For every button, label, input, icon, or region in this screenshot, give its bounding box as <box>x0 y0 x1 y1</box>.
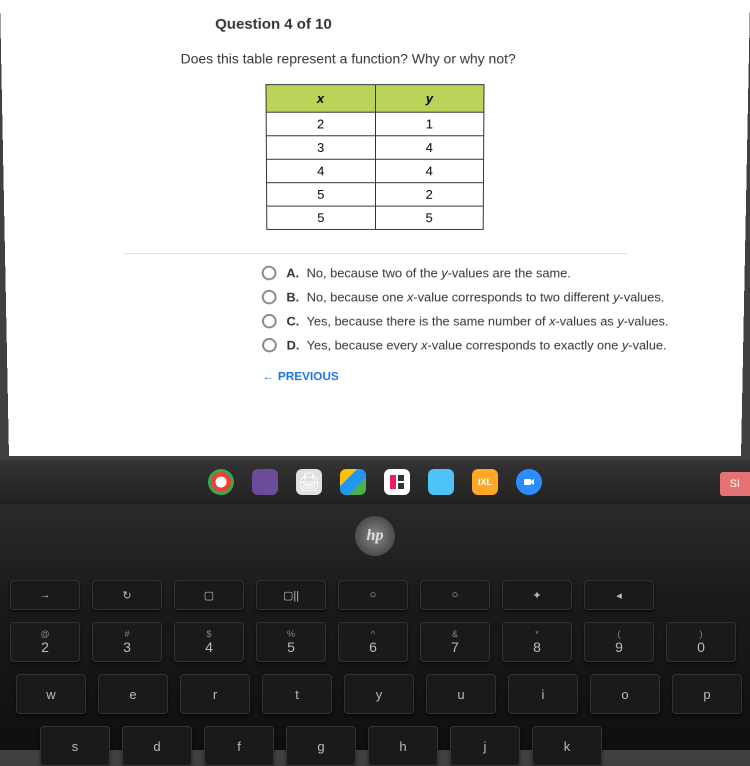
previous-label: PREVIOUS <box>278 370 339 383</box>
key: ▢ <box>174 580 244 610</box>
option-letter: B. <box>286 290 299 304</box>
cell-y: 4 <box>375 136 484 159</box>
sign-button[interactable]: SI <box>720 472 750 496</box>
key: ○ <box>420 580 490 610</box>
printer-icon[interactable]: 🖨 <box>296 469 322 495</box>
key: w <box>16 674 86 714</box>
key: ◂ <box>584 580 654 610</box>
question-counter: Question 4 of 10 <box>215 16 690 33</box>
table-header-x: x <box>266 85 375 113</box>
key: g <box>286 726 356 766</box>
chrome-icon[interactable] <box>208 469 234 495</box>
cell-x: 5 <box>267 183 375 206</box>
key: ^6 <box>338 622 408 662</box>
key: ▢|| <box>256 580 326 610</box>
table-row: 52 <box>267 183 484 206</box>
key: o <box>590 674 660 714</box>
option-letter: A. <box>286 266 299 280</box>
question-text: Does this table represent a function? Wh… <box>181 51 690 67</box>
key: i <box>508 674 578 714</box>
option-letter: C. <box>286 314 299 328</box>
table-header-y: y <box>375 85 484 113</box>
key: t <box>262 674 332 714</box>
key: $4 <box>174 622 244 662</box>
taskbar: 🖨 IXL <box>0 460 750 504</box>
key: h <box>368 726 438 766</box>
drive-icon[interactable] <box>340 469 366 495</box>
cell-x: 5 <box>267 206 375 229</box>
option-d[interactable]: D. Yes, because every x-value correspond… <box>262 338 684 352</box>
key: %5 <box>256 622 326 662</box>
option-b[interactable]: B. No, because one x-value corresponds t… <box>262 290 685 304</box>
key: p <box>672 674 742 714</box>
table-row: 21 <box>266 112 484 136</box>
board-icon[interactable] <box>384 469 410 495</box>
key: *8 <box>502 622 572 662</box>
keyboard: →↻▢▢||○○✦◂ @2#3$4%5^6&7*8(9)0 wertyuiop … <box>0 580 750 750</box>
key: s <box>40 726 110 766</box>
key: #3 <box>92 622 162 662</box>
radio-icon[interactable] <box>262 314 277 328</box>
key: d <box>122 726 192 766</box>
cell-x: 2 <box>266 112 375 136</box>
key: → <box>10 580 80 610</box>
table-row: 34 <box>266 136 483 159</box>
key: (9 <box>584 622 654 662</box>
option-letter: D. <box>287 338 300 352</box>
key: u <box>426 674 496 714</box>
cell-y: 2 <box>375 183 483 206</box>
key: j <box>450 726 520 766</box>
key: f <box>204 726 274 766</box>
previous-button[interactable]: ← PREVIOUS <box>262 370 339 383</box>
radio-icon[interactable] <box>262 338 277 352</box>
table-row: 44 <box>266 159 483 182</box>
radio-icon[interactable] <box>262 290 277 304</box>
app-icon[interactable] <box>252 469 278 495</box>
cell-y: 5 <box>375 206 483 229</box>
hp-logo: hp <box>355 516 395 556</box>
table-row: 55 <box>267 206 484 229</box>
divider <box>123 253 626 254</box>
key: r <box>180 674 250 714</box>
key: ↻ <box>92 580 162 610</box>
key: y <box>344 674 414 714</box>
key: k <box>532 726 602 766</box>
app-blue-icon[interactable] <box>428 469 454 495</box>
key: e <box>98 674 168 714</box>
option-c[interactable]: C. Yes, because there is the same number… <box>262 314 685 328</box>
ixl-icon[interactable]: IXL <box>472 469 498 495</box>
option-a[interactable]: A. No, because two of the y-values are t… <box>262 266 686 280</box>
key: &7 <box>420 622 490 662</box>
cell-x: 4 <box>266 159 375 182</box>
xy-table: x y 2134445255 <box>265 84 484 230</box>
arrow-left-icon: ← <box>262 370 274 383</box>
key: @2 <box>10 622 80 662</box>
camera-icon[interactable] <box>516 469 542 495</box>
cell-y: 1 <box>375 112 484 136</box>
key: ○ <box>338 580 408 610</box>
radio-icon[interactable] <box>262 266 277 280</box>
cell-y: 4 <box>375 159 484 182</box>
cell-x: 3 <box>266 136 375 159</box>
key: )0 <box>666 622 736 662</box>
answer-options: A. No, because two of the y-values are t… <box>64 266 685 353</box>
key: ✦ <box>502 580 572 610</box>
